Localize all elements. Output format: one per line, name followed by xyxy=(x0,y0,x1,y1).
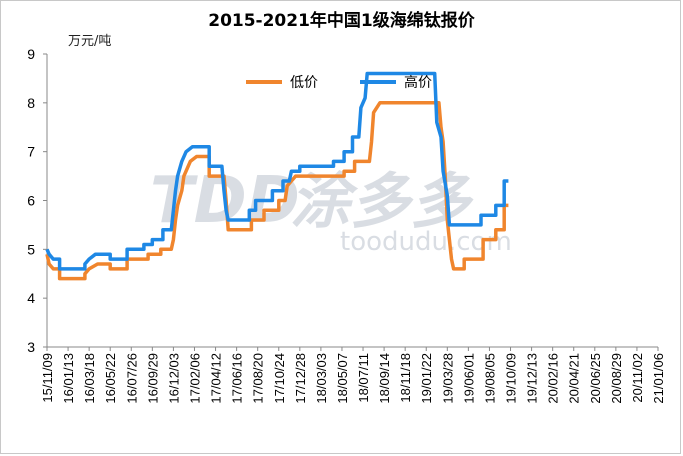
watermark: TDD 涂多多 toodudu.com xyxy=(150,164,512,257)
x-tick-label: 18/07/11 xyxy=(356,353,371,403)
y-tick-label: 3 xyxy=(27,339,35,355)
y-axis-label: 万元/吨 xyxy=(68,34,112,49)
x-tick-label: 17/04/12 xyxy=(209,353,224,404)
x-tick-label: 17/12/28 xyxy=(293,353,308,404)
x-tick-label: 18/09/14 xyxy=(377,353,392,404)
x-tick-label: 18/05/07 xyxy=(335,353,350,404)
x-tick-label: 17/08/20 xyxy=(251,353,266,404)
watermark-en: toodudu.com xyxy=(340,227,512,257)
x-tick-label: 20/04/21 xyxy=(567,353,582,404)
series-line-high xyxy=(45,71,509,271)
x-tick-label: 16/01/13 xyxy=(61,353,76,404)
x-tick-label: 19/12/13 xyxy=(525,353,540,404)
x-tick-label: 21/01/06 xyxy=(651,353,666,404)
x-tick-label: 19/10/09 xyxy=(504,353,519,404)
x-tick-label: 15/11/09 xyxy=(40,353,55,403)
x-tick-label: 20/06/25 xyxy=(588,353,603,404)
x-tick-label: 18/11/18 xyxy=(398,353,413,403)
x-tick-label: 17/02/06 xyxy=(187,353,202,404)
x-tick-label: 18/03/03 xyxy=(314,353,329,404)
series-lines xyxy=(45,71,509,281)
x-tick-label: 16/03/18 xyxy=(82,353,97,404)
axes: 3 4 5 6 7 8 9 15/11/09 16/01/13 16/03/18 16/05/22 1… xyxy=(27,46,666,404)
x-tick-label: 17/06/16 xyxy=(230,353,245,404)
y-tick-label: 4 xyxy=(27,290,35,306)
x-tick-label: 19/06/01 xyxy=(461,353,476,404)
y-tick-label: 6 xyxy=(27,193,35,209)
x-tick-label: 20/02/16 xyxy=(546,353,561,404)
legend-label-low: 低价 xyxy=(290,75,318,91)
legend-label-high: 高价 xyxy=(404,74,432,91)
x-tick-label: 20/08/29 xyxy=(609,353,624,404)
x-tick-label: 16/09/29 xyxy=(145,353,160,404)
chart-title: 2015-2021年中国1级海绵钛报价 xyxy=(208,11,475,31)
y-tick-label: 7 xyxy=(27,144,35,160)
x-tick-label: 19/01/22 xyxy=(419,353,434,404)
y-tick-label: 8 xyxy=(27,95,35,111)
x-tick-label: 16/12/03 xyxy=(166,353,181,404)
y-tick-label: 9 xyxy=(27,46,35,62)
legend: 低价 高价 xyxy=(246,74,432,91)
x-tick-label: 16/05/22 xyxy=(103,353,118,404)
x-tick-label: 19/03/28 xyxy=(440,353,455,404)
x-tick-label: 20/11/02 xyxy=(630,353,645,403)
x-tick-label: 17/10/24 xyxy=(272,353,287,404)
series-line-low xyxy=(45,101,509,281)
x-tick-label: 19/08/05 xyxy=(482,353,497,404)
y-tick-label: 5 xyxy=(27,241,35,257)
x-tick-label: 16/07/26 xyxy=(124,353,139,404)
